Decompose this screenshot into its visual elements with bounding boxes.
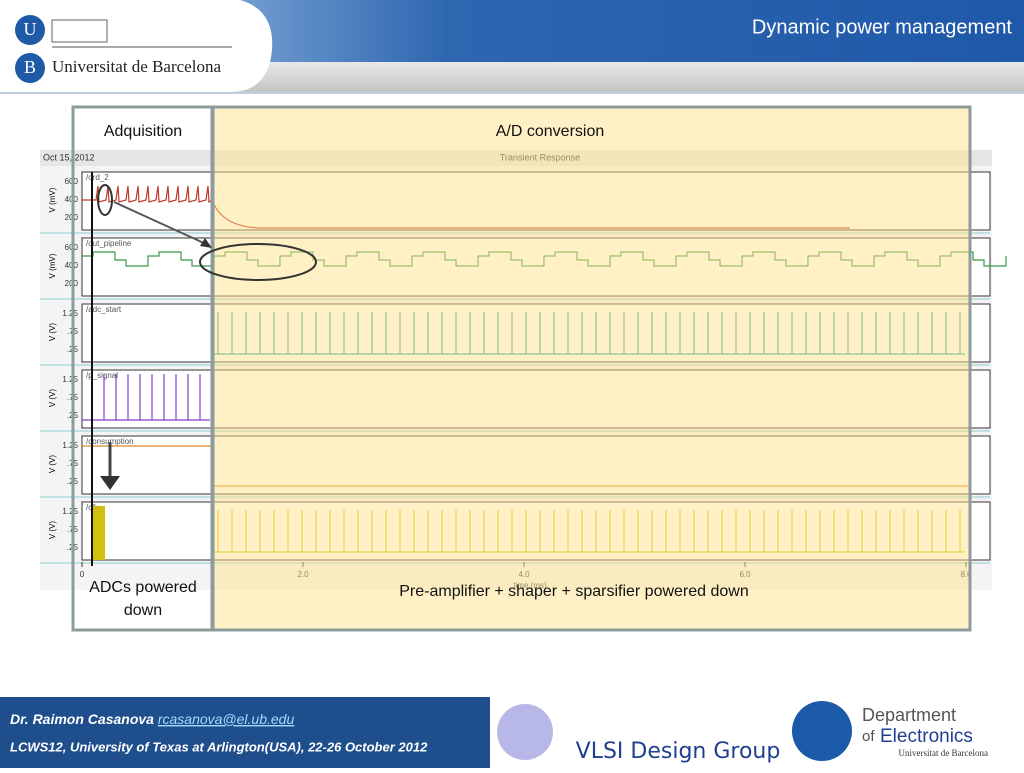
slide-title: Dynamic power management [752,16,1013,38]
event: LCWS12, University of Texas at Arlington… [10,739,428,754]
arrow-head [100,476,120,490]
logo-panel [0,0,273,92]
y-axis-label: V (mV) [48,253,57,278]
logo-letter: U [24,19,37,39]
vlsi-logo [497,704,553,760]
highlight-ellipse [97,184,113,216]
y-axis-label: V (V) [48,521,57,540]
x-tick-label: 0 [80,570,85,579]
logo-building [51,19,108,43]
author: Dr. Raimon Casanova rcasanova@el.ub.edu [10,711,294,727]
caption-line: ADCs powered [89,579,197,596]
dept-line: of [862,728,875,745]
university-name: Universitat de Barcelona [52,57,221,76]
plot-date: Oct 15, 2012 [43,152,95,162]
dept-line: Electronics [880,726,973,747]
acquisition-region [71,105,214,632]
dept-line: Department [862,705,956,725]
y-axis-label: V (V) [48,389,57,408]
caption-line: down [124,602,162,619]
y-tick-label: 1.25 [62,309,78,318]
logo-letter: B [24,57,36,77]
y-axis-label: V (mV) [48,187,57,212]
footer-band [0,697,490,768]
y-axis-label: V (V) [48,455,57,474]
author-name: Dr. Raimon Casanova [10,711,154,727]
signal-name: /consumption [86,437,134,446]
logo-circle [15,15,45,45]
y-tick-label: 1.25 [62,507,78,516]
signal-name: /out_pipeline [86,239,132,248]
header-grey [200,62,1024,92]
signal-name: /ord_2 [86,173,109,182]
conversion-region [211,105,972,632]
email[interactable]: rcasanova@el.ub.edu [158,711,295,727]
group-name: VLSI Design Group [576,739,781,764]
conversion-label: A/D conversion [496,123,605,140]
acquisition-label: Adquisition [104,123,182,140]
y-tick-label: 1.25 [62,441,78,450]
signal-name: /p_signal [86,371,118,380]
logo-circle [15,53,45,83]
signal-name: /adc_start [86,305,122,314]
acquisition-caption: ADCs powered down [89,579,197,619]
header-band [200,0,1024,62]
highlight-ellipse [199,243,317,281]
dept-logo [792,701,852,761]
annotation-arrow [113,201,207,245]
y-tick-label: 1.25 [62,375,78,384]
arrow-head [200,238,212,248]
y-axis-label: V (V) [48,323,57,342]
conversion-caption: Pre-amplifier + shaper + sparsifier powe… [399,583,749,600]
active-bar [93,506,105,560]
dept-line: Universitat de Barcelona [899,748,988,758]
